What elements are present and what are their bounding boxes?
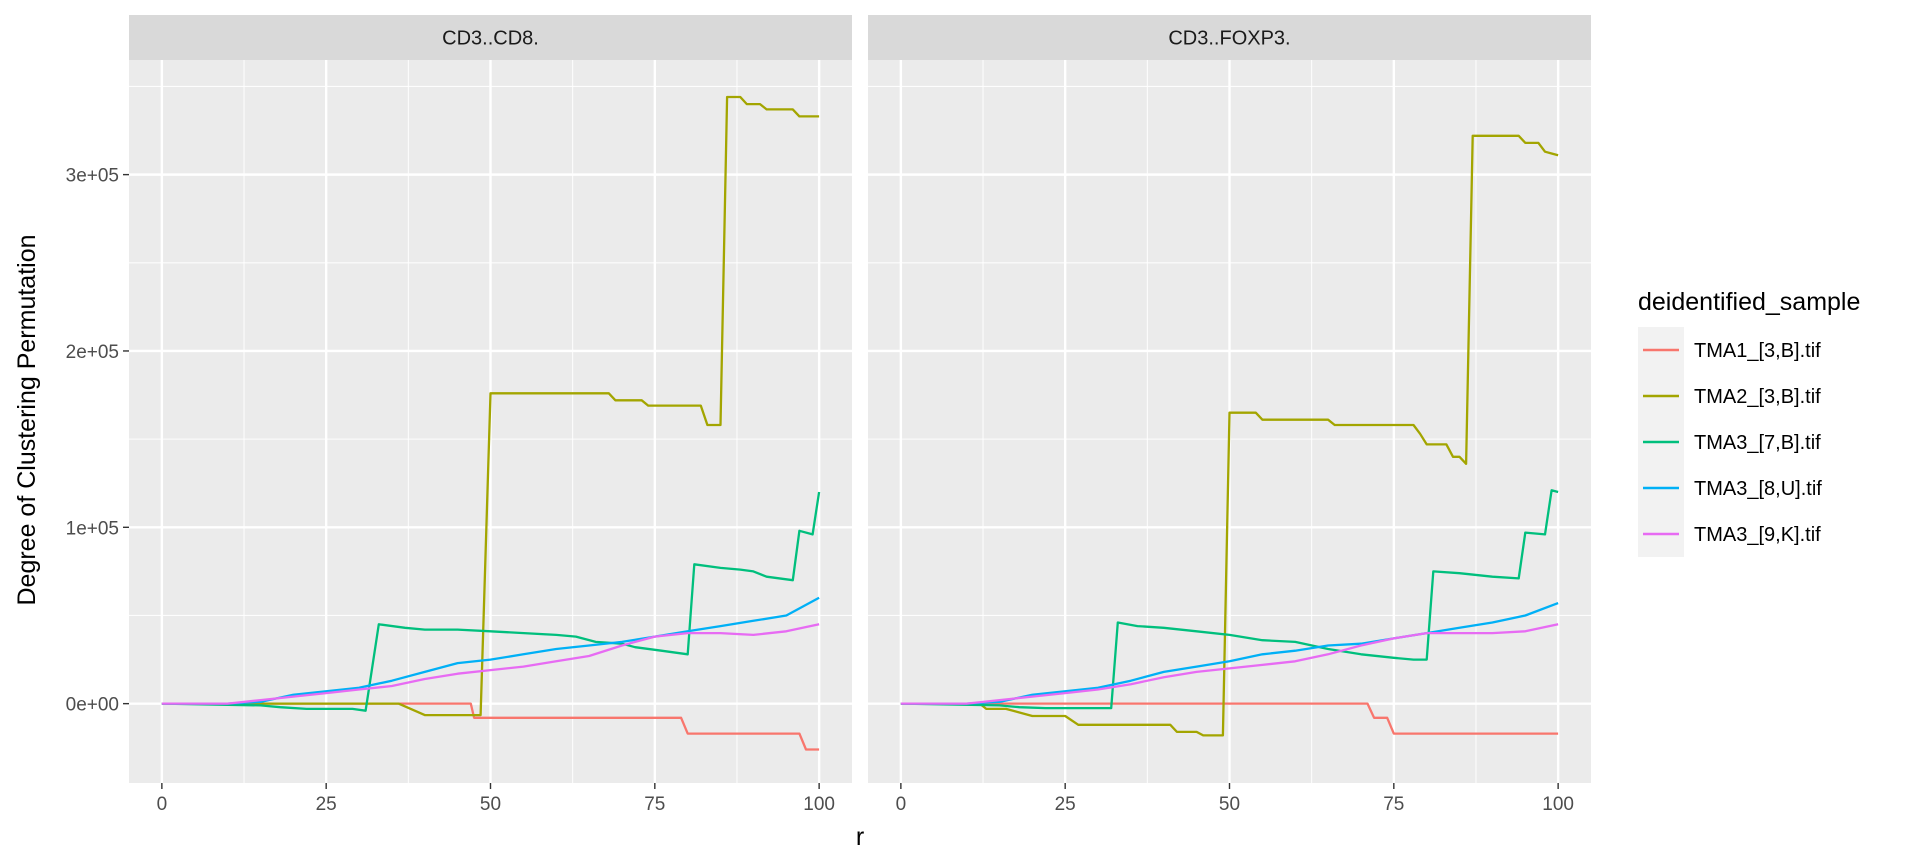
legend-label: TMA3_[7,B].tif xyxy=(1694,432,1821,454)
facet-panel-1: CD3..CD8. 0 25 50 75 100 0e+00 1e+05 2e+05 3e+05 xyxy=(66,15,852,815)
x-tick-label: 100 xyxy=(803,794,835,815)
series-line xyxy=(161,491,821,712)
facet-panels: CD3..CD8.0 25 50 75 1000e+001e+052e+053e+05C… xyxy=(66,15,1591,815)
facet-panel-2: CD3..FOXP3. 0 25 50 75 100 xyxy=(868,15,1591,815)
x-axis-title: r xyxy=(856,823,864,851)
x-tick-label: 25 xyxy=(316,794,337,815)
series-line xyxy=(900,602,1559,705)
x-tick-label: 0 xyxy=(896,794,907,815)
series-line xyxy=(900,623,1559,705)
series-line xyxy=(161,623,820,705)
legend-label: TMA3_[8,U].tif xyxy=(1694,478,1822,500)
facet-strip xyxy=(868,15,1591,60)
series-line xyxy=(900,489,1559,710)
x-tick-label: 50 xyxy=(1219,794,1240,815)
series-line xyxy=(900,702,1559,735)
legend-label: TMA1_[3,B].tif xyxy=(1694,340,1821,362)
legend: deidentified_sample TMA1_[3,B].tif TMA2_[… xyxy=(1638,288,1860,557)
y-tick-label: 2e+05 xyxy=(66,342,119,363)
legend-label: TMA2_[3,B].tif xyxy=(1694,386,1821,408)
x-tick-label: 50 xyxy=(480,794,501,815)
legend-title: deidentified_sample xyxy=(1638,288,1860,316)
y-axis-title: Degree of Clustering Permutation xyxy=(13,234,41,605)
x-tick-label: 75 xyxy=(1383,794,1404,815)
facet-strip-label: CD3..FOXP3. xyxy=(1168,28,1290,50)
x-tick-label: 100 xyxy=(1542,794,1574,815)
x-tick-label: 0 xyxy=(157,794,168,815)
legend-item: TMA3_[7,B].tif xyxy=(1643,432,1821,454)
legend-item: TMA3_[8,U].tif xyxy=(1643,478,1822,500)
x-tick-label: 25 xyxy=(1055,794,1076,815)
series-line xyxy=(900,134,1559,737)
y-tick-label: 0e+00 xyxy=(66,695,119,716)
legend-label: TMA3_[9,K].tif xyxy=(1694,524,1821,546)
series-line xyxy=(161,95,820,717)
series-line xyxy=(161,596,820,705)
y-tick-label: 1e+05 xyxy=(66,518,119,539)
facet-strip xyxy=(129,15,852,60)
legend-item: TMA2_[3,B].tif xyxy=(1643,386,1821,408)
facet-strip-label: CD3..CD8. xyxy=(442,28,539,50)
y-tick-label: 3e+05 xyxy=(66,166,119,187)
x-tick-label: 75 xyxy=(644,794,665,815)
legend-item: TMA1_[3,B].tif xyxy=(1643,340,1821,362)
legend-item: TMA3_[9,K].tif xyxy=(1643,524,1821,546)
